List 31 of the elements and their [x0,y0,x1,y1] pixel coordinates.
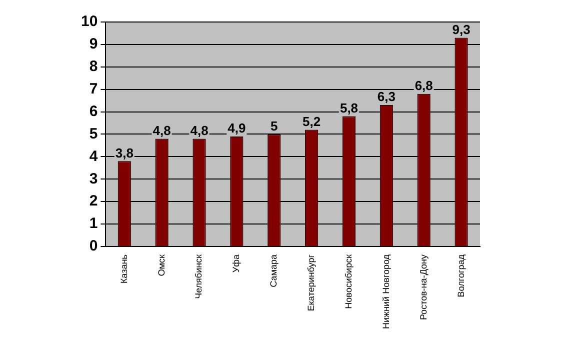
x-tick-label: Челябинск [194,254,204,299]
data-label: 5 [270,118,278,134]
y-tick-label: 10 [80,13,98,30]
data-label: 9,3 [452,22,470,37]
y-tick-label: 1 [89,215,98,232]
y-tick-label: 7 [89,80,98,98]
y-tick-label: 6 [89,102,98,120]
data-label: 5,2 [302,114,321,129]
y-tick-label: 0 [89,238,98,255]
y-tick-label: 9 [89,36,98,53]
y-tick-label: 5 [89,125,98,142]
x-tick-label: Нижний Новгород [380,254,391,329]
y-tick-label: 4 [89,148,98,165]
y-tick-label: 3 [89,170,98,188]
x-tick-label: Волгоград [456,254,466,298]
data-label: 5,8 [340,100,358,116]
data-label: 4,8 [190,122,208,138]
x-tick-label: Омск [156,254,166,276]
data-label: 6,3 [377,89,396,104]
x-tick-label: Ростов-на-Дону [418,254,428,320]
x-tick-label: Екатеринбург [306,254,316,312]
x-tick-label: Новосибирск [343,254,354,309]
x-tick-label: Самара [268,254,279,288]
data-label: 6,8 [414,78,433,93]
x-tick-label: Уфа [231,254,242,273]
data-label: 3,8 [115,145,134,160]
data-label: 4,8 [152,122,171,138]
y-tick-label: 8 [89,58,98,76]
y-tick-label: 2 [89,192,98,210]
x-tick-label: Казань [118,254,129,284]
data-label: 4,9 [228,120,246,136]
